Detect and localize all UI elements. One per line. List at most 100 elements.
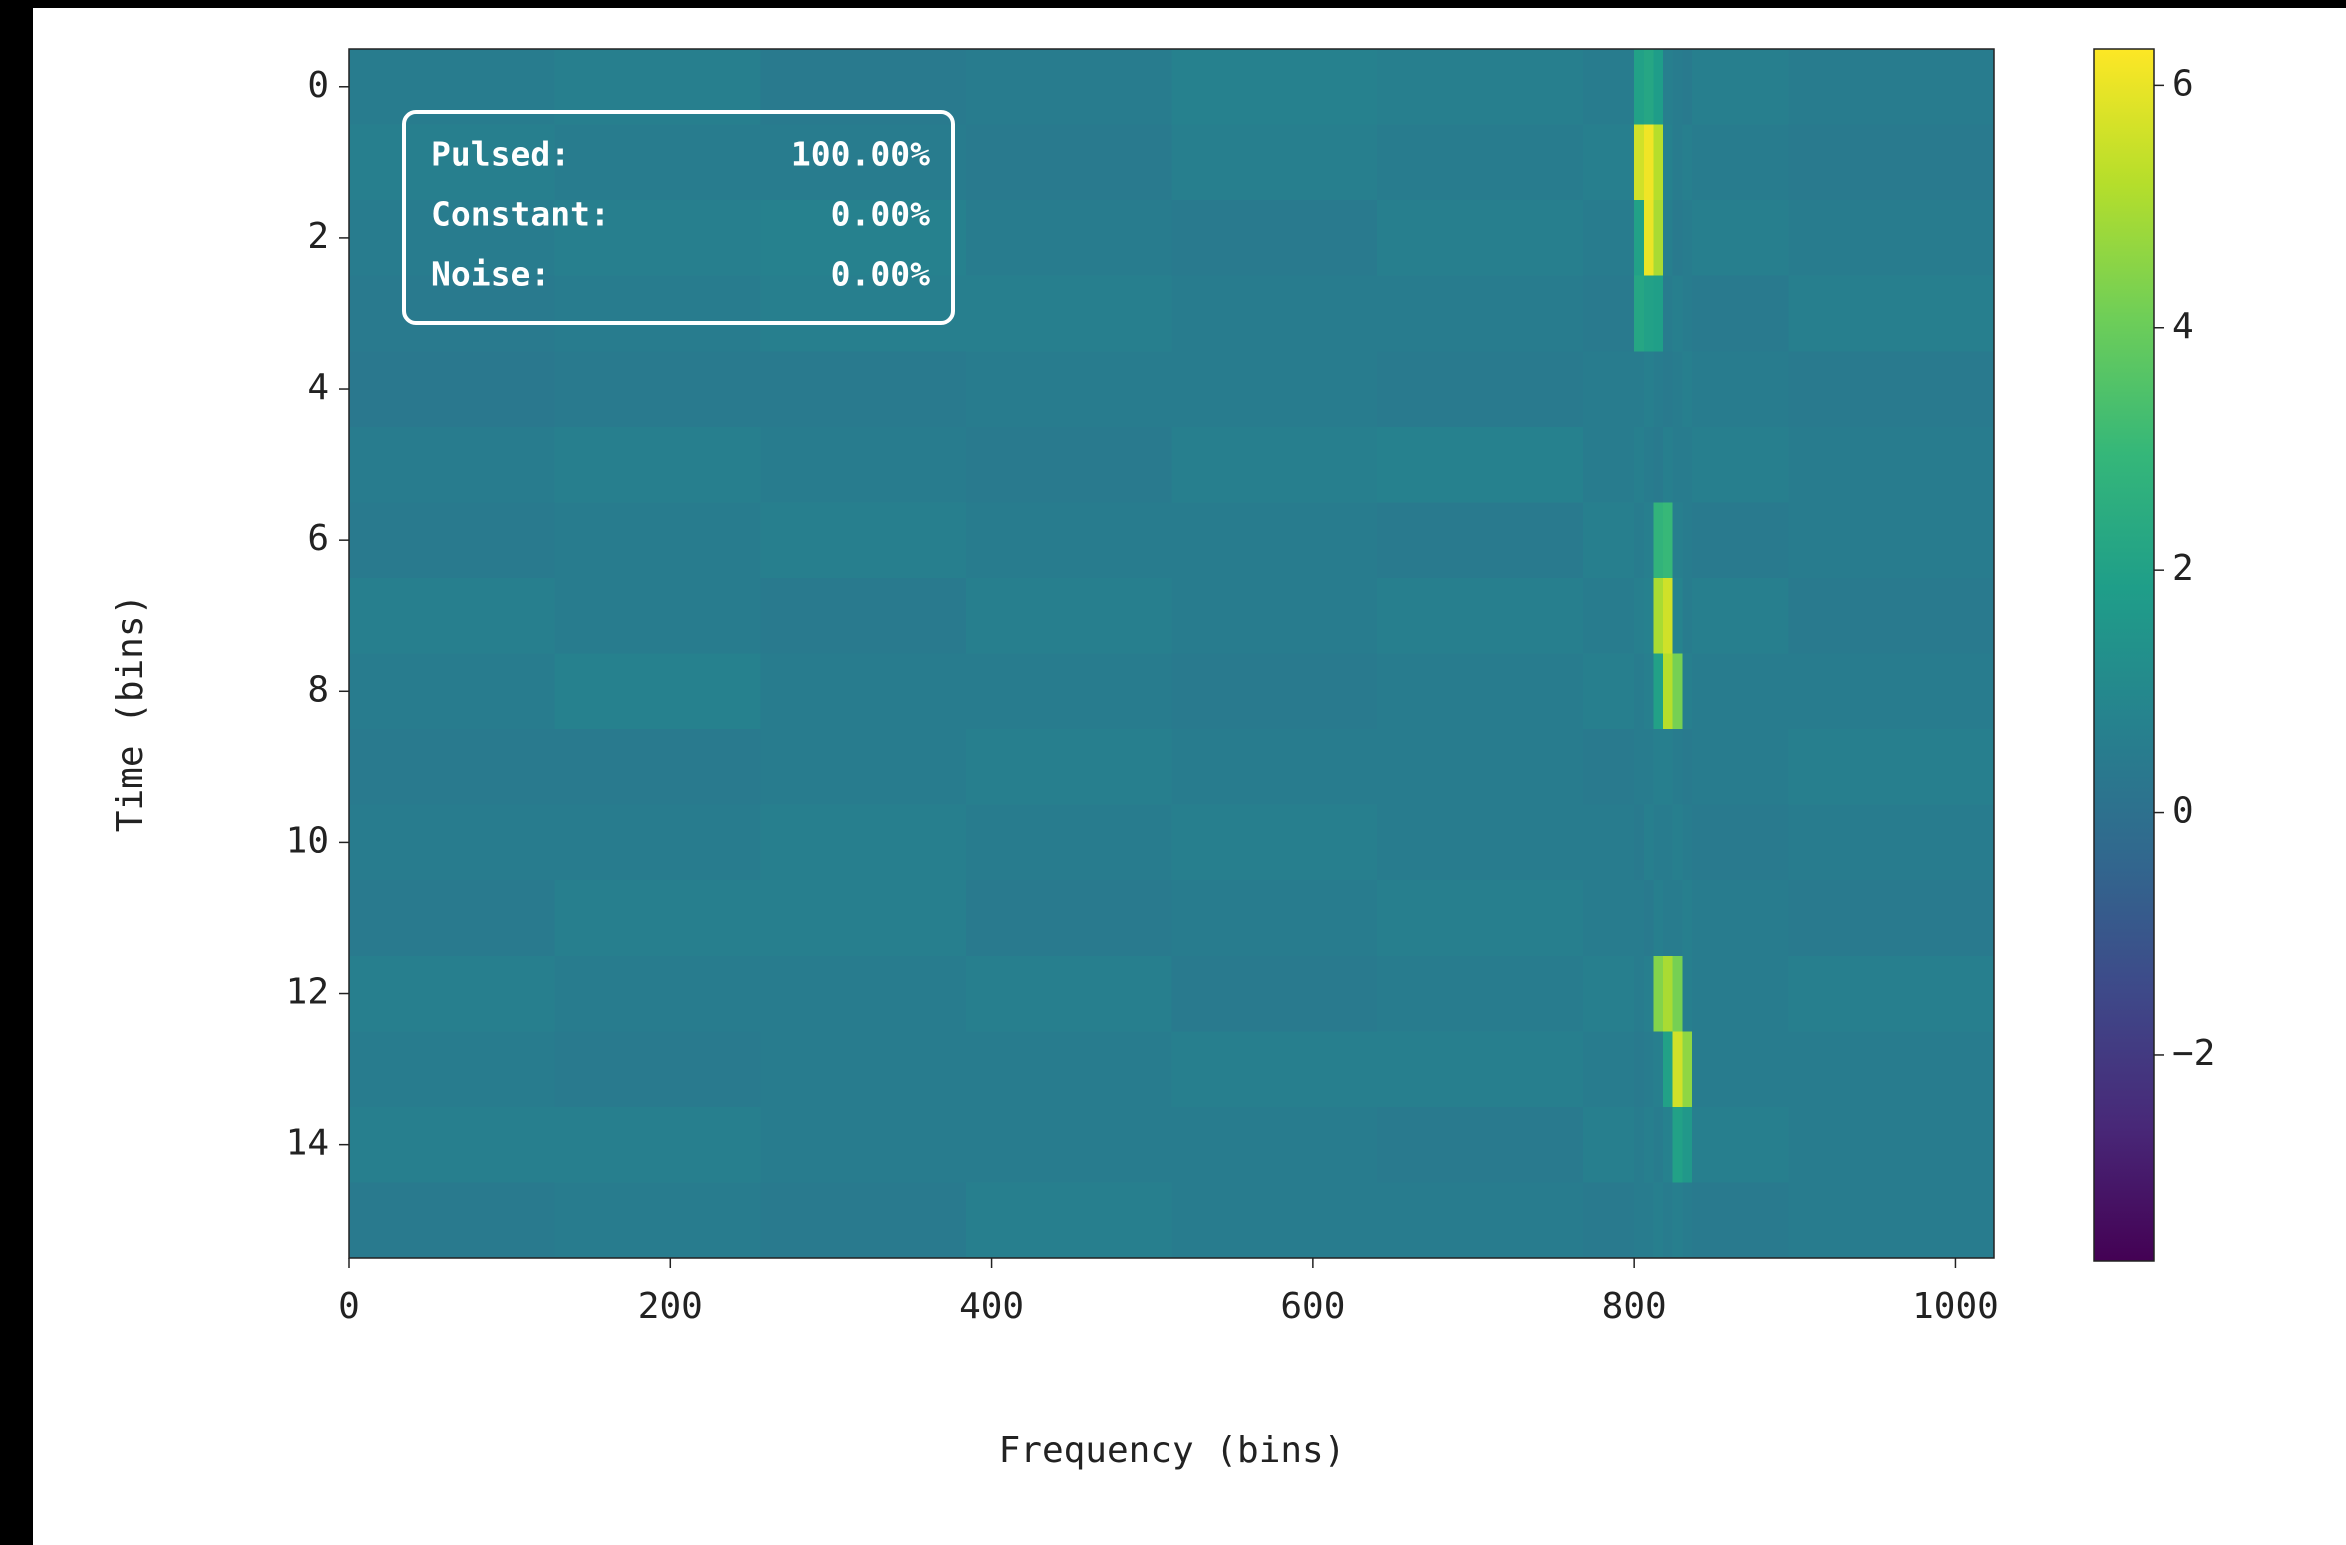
y-tick-label: 12: [286, 972, 329, 1013]
heatmap-cell: [1691, 351, 1789, 428]
annotation-value: 100.00%: [791, 135, 930, 174]
heatmap-cell: [760, 729, 967, 806]
heatmap-cell: [1643, 351, 1654, 428]
heatmap-cell: [1788, 351, 1995, 428]
y-tick-label: 8: [307, 669, 329, 710]
heatmap-cell: [349, 275, 556, 352]
heatmap-cell: [1582, 880, 1635, 957]
heatmap-cell: [1377, 351, 1584, 428]
heatmap-cell: [554, 880, 761, 957]
heatmap-cell: [1682, 729, 1693, 806]
heatmap-cell: [1788, 577, 1995, 654]
heatmap-cell: [1643, 880, 1654, 957]
colorbar-tick-label: 2: [2172, 548, 2194, 589]
heatmap-cell: [1643, 1182, 1654, 1259]
heatmap-cell: [1643, 1031, 1654, 1108]
heatmap-cell: [1377, 200, 1584, 277]
heatmap-cell: [1171, 955, 1378, 1032]
heatmap-cell: [1171, 880, 1378, 957]
heatmap-cell: [349, 200, 556, 277]
heatmap-cell: [1691, 1031, 1789, 1108]
heatmap-cell: [1788, 1106, 1995, 1183]
heatmap-cell: [1663, 653, 1674, 730]
heatmap-cell: [349, 1182, 556, 1259]
heatmap-cell: [1672, 426, 1683, 503]
heatmap-cell: [1634, 1106, 1645, 1183]
heatmap-cell: [1643, 804, 1654, 881]
heatmap-cell: [1691, 804, 1789, 881]
heatmap-cell: [1691, 955, 1789, 1032]
heatmap-cell: [1377, 426, 1584, 503]
heatmap-cell: [1788, 200, 1995, 277]
heatmap-cell: [1663, 200, 1674, 277]
heatmap-cell: [1672, 729, 1683, 806]
heatmap-cell: [1682, 653, 1693, 730]
y-tick-label: 10: [286, 820, 329, 861]
heatmap-cell: [965, 729, 1172, 806]
heatmap-cell: [1682, 351, 1693, 428]
heatmap-cell: [1663, 1106, 1674, 1183]
heatmap-cell: [1377, 502, 1584, 579]
heatmap-cell: [1788, 502, 1995, 579]
heatmap-cell: [1788, 804, 1995, 881]
heatmap-cell: [1171, 351, 1378, 428]
heatmap-cell: [1377, 653, 1584, 730]
heatmap-cell: [1634, 351, 1645, 428]
heatmap-cell: [1663, 275, 1674, 352]
heatmap-cell: [1663, 502, 1674, 579]
heatmap-cell: [1663, 49, 1674, 126]
heatmap-cell: [1171, 1182, 1378, 1259]
heatmap-cell: [1691, 1182, 1789, 1259]
x-tick-label: 400: [959, 1286, 1024, 1327]
heatmap-cell: [554, 1182, 761, 1259]
y-axis-label: Time (bins): [110, 594, 151, 832]
heatmap-cell: [965, 49, 1172, 126]
heatmap-cell: [1634, 275, 1645, 352]
heatmap-cell: [1682, 124, 1693, 201]
heatmap-cell: [1171, 804, 1378, 881]
heatmap-cell: [1643, 426, 1654, 503]
heatmap-cell: [1634, 804, 1645, 881]
heatmap-cell: [965, 351, 1172, 428]
heatmap-cell: [1171, 1106, 1378, 1183]
heatmap-cell: [1582, 1106, 1635, 1183]
heatmap-cell: [1691, 1106, 1789, 1183]
heatmap-cell: [554, 577, 761, 654]
heatmap-cell: [1672, 200, 1683, 277]
heatmap-cell: [1643, 729, 1654, 806]
heatmap-cell: [1663, 955, 1674, 1032]
heatmap-cell: [1663, 1031, 1674, 1108]
heatmap-cell: [965, 502, 1172, 579]
heatmap-cell: [349, 804, 556, 881]
heatmap-cell: [1691, 729, 1789, 806]
heatmap-cell: [965, 1031, 1172, 1108]
heatmap-cell: [1377, 1106, 1584, 1183]
heatmap-cell: [1643, 49, 1654, 126]
heatmap-cell: [1643, 200, 1654, 277]
heatmap-cell: [1672, 49, 1683, 126]
heatmap-cell: [1691, 200, 1789, 277]
x-tick-label: 600: [1280, 1286, 1345, 1327]
heatmap-cell: [1653, 955, 1664, 1032]
annotation-label: Pulsed:: [431, 135, 570, 174]
heatmap-cell: [1643, 955, 1654, 1032]
annotation-value: 0.00%: [831, 195, 930, 234]
heatmap-cell: [760, 1106, 967, 1183]
heatmap-cell: [1582, 351, 1635, 428]
heatmap-cell: [1634, 880, 1645, 957]
heatmap-cell: [1788, 426, 1995, 503]
heatmap-cell: [1672, 124, 1683, 201]
heatmap-cell: [1582, 577, 1635, 654]
heatmap-cell: [760, 124, 967, 201]
heatmap-cell: [965, 124, 1172, 201]
heatmap-cell: [1643, 275, 1654, 352]
y-tick-label: 6: [307, 518, 329, 559]
heatmap-cell: [965, 1106, 1172, 1183]
y-tick-label: 14: [286, 1123, 329, 1164]
heatmap-cell: [1171, 502, 1378, 579]
heatmap-cell: [1582, 804, 1635, 881]
heatmap-cell: [760, 351, 967, 428]
heatmap-cell: [349, 577, 556, 654]
heatmap-cell: [554, 955, 761, 1032]
heatmap-cell: [349, 124, 556, 201]
